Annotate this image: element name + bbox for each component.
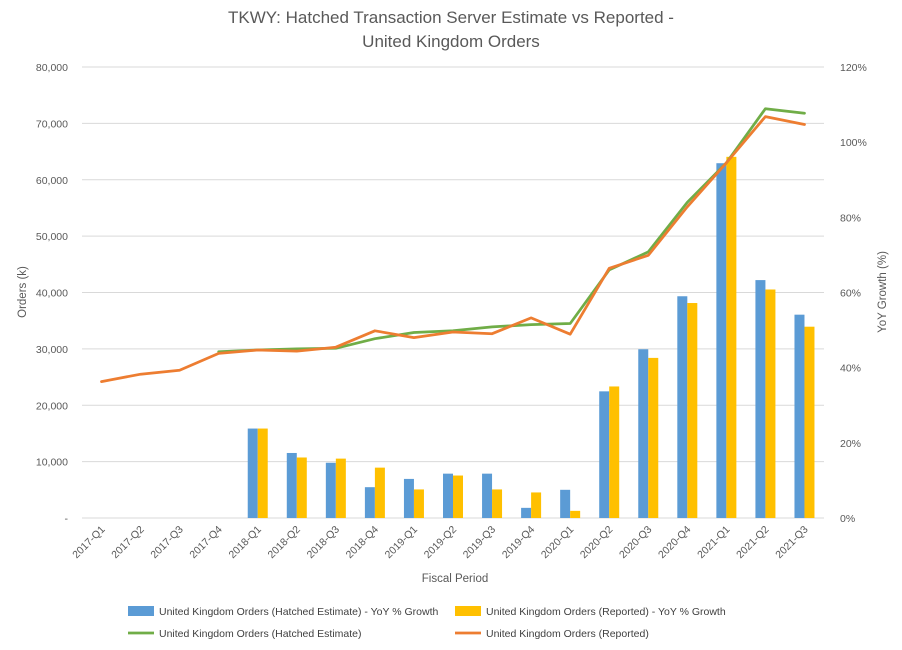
- bar: [726, 156, 737, 519]
- y-tick-label: 60,000: [36, 175, 68, 187]
- y2-tick-label: 100%: [840, 137, 867, 149]
- bar: [794, 314, 805, 518]
- bar: [374, 467, 385, 518]
- y-tick-label: 20,000: [36, 400, 68, 412]
- x-tick-label: 2017-Q4: [187, 524, 224, 561]
- bar: [325, 462, 336, 518]
- x-tick-label: 2019-Q4: [500, 524, 537, 561]
- bar: [804, 326, 815, 518]
- y2-tick-label: 60%: [840, 288, 861, 300]
- bar: [443, 473, 453, 518]
- x-tick-label: 2019-Q1: [383, 524, 420, 561]
- bar-layer: [247, 156, 815, 519]
- bar: [335, 458, 346, 518]
- bar: [599, 391, 610, 518]
- chart-title-line1: TKWY: Hatched Transaction Server Estimat…: [228, 8, 674, 27]
- bar: [609, 386, 620, 518]
- bar: [413, 489, 424, 518]
- y-tick-label: -: [65, 513, 69, 525]
- x-axis-label: Fiscal Period: [422, 573, 488, 585]
- chart-title-line2: United Kingdom Orders: [362, 32, 540, 51]
- x-axis-ticks: 2017-Q1 2017-Q2 2017-Q3 2017-Q4 2018-Q1 2018-…: [70, 524, 810, 561]
- series-line: [100, 115, 806, 383]
- x-tick-label: 2018-Q1: [226, 524, 263, 561]
- x-tick-label: 2020-Q2: [578, 524, 615, 561]
- bar: [755, 280, 766, 518]
- y2-tick-label: 120%: [840, 62, 867, 74]
- bar: [403, 478, 414, 518]
- bar: [364, 487, 375, 518]
- x-tick-label: 2021-Q1: [695, 524, 732, 561]
- legend-label: United Kingdom Orders (Hatched Estimate)…: [159, 606, 439, 618]
- gridlines: [82, 66, 824, 519]
- bar: [296, 457, 307, 518]
- bar: [570, 510, 581, 518]
- bar: [453, 475, 463, 518]
- x-tick-label: 2018-Q4: [344, 524, 381, 561]
- x-tick-label: 2021-Q3: [773, 524, 810, 561]
- x-tick-label: 2018-Q2: [266, 524, 303, 561]
- y-tick-label: 50,000: [36, 231, 68, 243]
- y2-tick-label: 0%: [840, 513, 855, 525]
- x-tick-label: 2017-Q3: [148, 524, 185, 561]
- x-tick-label: 2020-Q4: [656, 524, 693, 561]
- y-tick-label: 80,000: [36, 62, 68, 74]
- bar: [687, 303, 698, 518]
- legend-swatch: [128, 606, 154, 616]
- bar: [521, 507, 532, 518]
- y2-tick-label: 80%: [840, 212, 861, 224]
- x-tick-label: 2019-Q2: [422, 524, 459, 561]
- bar: [257, 428, 268, 518]
- y-tick-label: 40,000: [36, 288, 68, 300]
- y-tick-label: 10,000: [36, 457, 68, 469]
- x-tick-label: 2020-Q3: [617, 524, 654, 561]
- x-tick-label: 2021-Q2: [734, 524, 771, 561]
- line-layer: [100, 107, 806, 383]
- y2-tick-label: 20%: [840, 438, 861, 450]
- bar: [482, 473, 493, 518]
- y-tick-label: 30,000: [36, 344, 68, 356]
- legend-label: United Kingdom Orders (Reported): [486, 628, 649, 640]
- y2-tick-label: 40%: [840, 363, 861, 375]
- legend-label: United Kingdom Orders (Hatched Estimate): [159, 628, 362, 640]
- bar: [286, 452, 297, 518]
- legend-label: United Kingdom Orders (Reported) - YoY %…: [486, 606, 726, 618]
- legend-swatch: [455, 606, 481, 616]
- y2-axis-label: YoY Growth (%): [877, 251, 889, 333]
- bar: [765, 289, 776, 518]
- x-tick-label: 2018-Q3: [305, 524, 342, 561]
- bar: [531, 492, 542, 518]
- x-tick-label: 2017-Q1: [70, 524, 107, 561]
- x-tick-label: 2017-Q2: [109, 524, 146, 561]
- bar: [247, 428, 258, 518]
- bar: [560, 489, 571, 518]
- y2-axis-ticks: 0% 20% 40% 60% 80% 100% 120%: [840, 62, 867, 525]
- x-tick-label: 2020-Q1: [539, 524, 576, 561]
- bar: [677, 296, 688, 518]
- bar: [492, 489, 503, 518]
- bar: [716, 163, 727, 519]
- bar: [638, 349, 649, 518]
- y-tick-label: 70,000: [36, 118, 68, 130]
- y-axis-label: Orders (k): [17, 266, 29, 318]
- y-axis-ticks: - 10,000 20,000 30,000 40,000 50,000 60,000 70,…: [36, 62, 69, 525]
- bar: [648, 357, 659, 518]
- x-tick-label: 2019-Q3: [461, 524, 498, 561]
- legend: United Kingdom Orders (Hatched Estimate)…: [128, 606, 726, 640]
